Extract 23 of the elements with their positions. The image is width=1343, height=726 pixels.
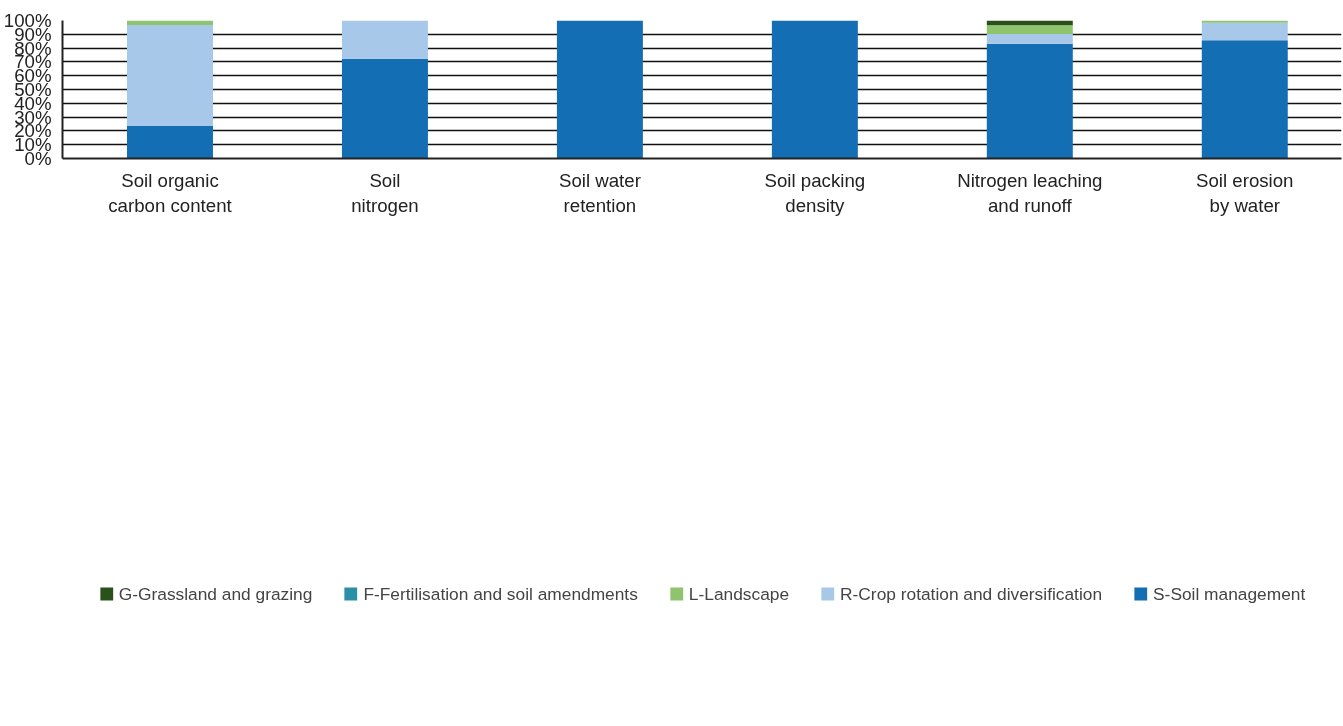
bar [986,43,1073,159]
legend-label: R-Crop rotation and diversification [840,583,1103,605]
bar [126,125,213,159]
x-tick-label: Soil erosion by water [1196,169,1294,216]
legend-label: L-Landscape [688,583,790,605]
bar [1201,40,1288,159]
bar [341,58,428,159]
bar [556,20,643,159]
x-tick-label: Soil organic carbon content [108,169,233,216]
bar [341,20,428,59]
bar [126,25,213,126]
x-tick-label: Soil nitrogen [351,169,419,216]
bar [1201,20,1288,23]
legend-label: G-Grassland and grazing [118,583,313,605]
bar [986,33,1073,44]
legend-label: F-Fertilisation and soil amendments [363,583,638,605]
x-tick-label: Nitrogen leaching and runoff [957,169,1103,216]
bar [986,25,1073,34]
legend-label: S-Soil management [1153,583,1306,605]
x-tick-label: Soil packing density [764,169,866,216]
bar [1201,22,1288,41]
x-tick-label: Soil water retention [558,169,641,216]
bar [771,20,858,159]
